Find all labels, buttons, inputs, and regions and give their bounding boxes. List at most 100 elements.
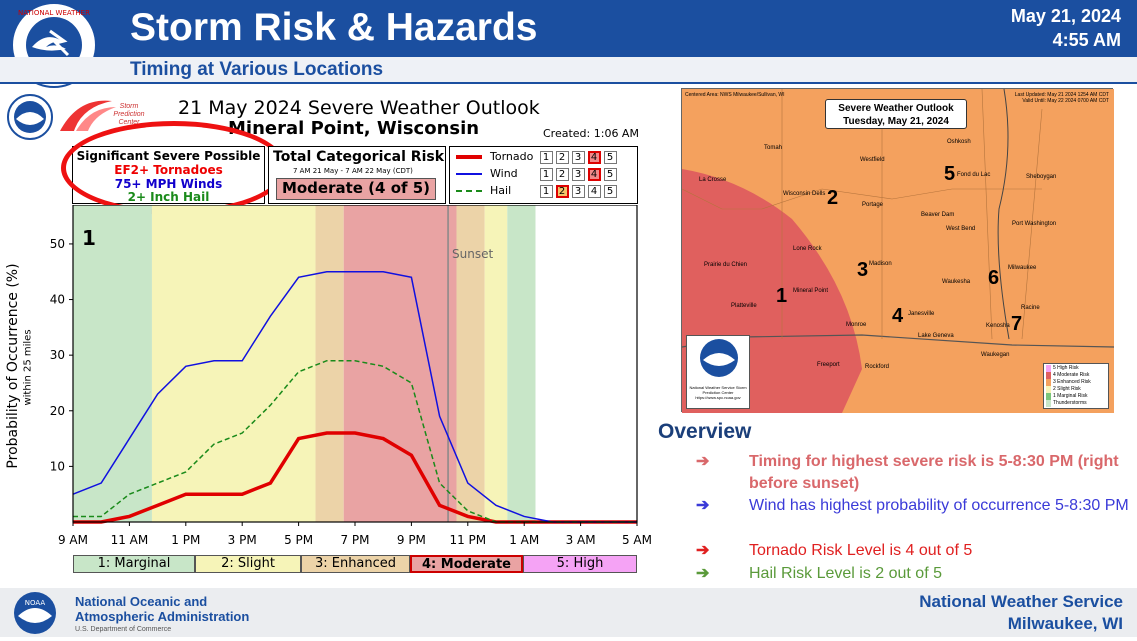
map-legend-moderate: 4 Moderate Risk [1046,372,1106,379]
map-updated: Last Updated: May 21 2024 1254 AM CDT [1014,92,1109,98]
legend-label: Wind [490,167,518,180]
arrow-icon: ➔ [696,453,710,470]
x-tick-label: 5 PM [284,533,313,547]
y-axis-sublabel-text: within 25 miles [22,329,34,406]
city-label: Waukegan [981,352,1010,358]
y-tick-label: 10 [50,459,65,473]
overview-item-wind: Wind has highest probability of occurren… [749,497,1129,514]
y-tick-label: 20 [50,404,65,418]
arrow-icon: ➔ [696,497,710,514]
risk-band [73,205,152,522]
level-box: 2 [555,168,569,181]
map-header-left: Centered Area: NWS Milwaukee/Sullivan, W… [685,92,785,98]
map-legend: 5 High Risk 4 Moderate Risk 3 Enhanced R… [1043,363,1109,409]
map-number-6: 6 [988,267,1000,289]
noaa-small-logo [6,93,54,141]
city-label: Sheboygan [1026,174,1057,180]
map-title-1: Severe Weather Outlook [838,103,954,114]
city-label: Racine [1021,305,1040,311]
cat-heading: Total Categorical Risk [273,149,445,165]
category-slight: 2: Slight [195,555,301,573]
level-box: 1 [539,151,553,164]
map-legend-marginal: 1 Marginal Risk [1046,393,1106,400]
chart-title: 21 May 2024 Severe Weather Outlook [178,97,540,119]
map-number-7: 7 [1011,313,1023,335]
legend-swatch-wind [456,173,482,175]
risk-band [151,205,316,522]
overview-item-tornado: Tornado Risk Level is 4 out of 5 [749,542,973,559]
x-tick-label: 11 PM [449,533,486,547]
spc-logo: Storm Prediction Center [58,97,148,137]
level-box: 3 [571,151,585,164]
map-title-2: Tuesday, May 21, 2024 [843,116,949,127]
city-label: Freeport [817,362,840,368]
city-label: La Crosse [699,177,727,183]
footer-nws: National Weather Service [919,592,1123,611]
city-label: West Bend [946,226,976,232]
svg-text:NOAA: NOAA [25,599,46,607]
city-label: Milwaukee [1008,265,1037,271]
risk-band [484,205,508,522]
x-tick-label: 3 PM [228,533,257,547]
overview-item-timing: Timing for highest severe risk is 5-8:30… [749,453,1119,492]
city-label: Kenosha [986,323,1010,329]
city-label: Janesville [908,311,935,317]
svg-text:NATIONAL WEATHER: NATIONAL WEATHER [18,9,90,17]
x-tick-label: 1 AM [509,533,539,547]
city-label: Rockford [865,364,890,370]
y-axis-sublabel: within 25 miles [23,308,34,428]
risk-band [315,205,344,522]
level-box: 5 [603,151,617,164]
city-label: Platteville [731,303,757,309]
level-box-selected: 2 [555,185,569,198]
y-tick-label: 30 [50,348,65,362]
city-label: Mineral Point [793,288,829,294]
y-tick-label: 40 [50,293,65,307]
level-box: 4 [587,185,601,198]
city-label: Beaver Dam [921,212,955,218]
city-label: Oshkosh [947,139,971,145]
legend-label: Tornado [490,150,534,163]
overview-item-hail: Hail Risk Level is 2 out of 5 [749,565,942,582]
city-label: Waukesha [942,279,971,285]
y-tick-label: 50 [50,237,65,251]
legend-swatch-hail [456,190,482,192]
footer-org-line1: National Oceanic and [75,594,208,609]
series-line-wind [72,270,637,523]
level-box: 5 [603,168,617,181]
city-label: Madison [869,261,892,267]
x-tick-label: 1 PM [171,533,200,547]
map-number-3: 3 [857,259,869,281]
map-number-4: 4 [892,305,904,327]
level-box: 1 [539,168,553,181]
sunset-label: Sunset [452,247,493,261]
map-number-5: 5 [944,163,956,185]
city-label: Westfield [860,157,885,163]
cat-period: 7 AM 21 May - 7 AM 22 May (CDT) [293,167,413,175]
level-box: 2 [555,151,569,164]
outlook-map: Centered Area: NWS Milwaukee/Sullivan, W… [681,88,1114,413]
map-nws-label: National Weather Service Storm Predictio… [689,385,747,395]
x-tick-label: 3 AM [566,533,596,547]
header-time: 4:55 AM [1052,30,1121,50]
arrow-icon: ➔ [696,565,710,582]
map-number-2: 2 [827,187,839,209]
overview-title: Overview [658,420,752,443]
x-tick-label: 9 AM [58,533,88,547]
city-label: Lake Geneva [918,333,954,339]
header-datetime: May 21, 2024 4:55 AM [1011,4,1121,52]
category-marginal: 1: Marginal [73,555,195,573]
map-nws-url: https://www.spc.noaa.gov [695,395,741,400]
x-tick-label: 7 PM [340,533,369,547]
map-legend-enhanced: 3 Enhanced Risk [1046,379,1106,386]
city-label: Fond du Lac [957,172,991,178]
city-label: Port Washington [1012,221,1057,227]
risk-band [343,205,457,522]
map-legend-tstm: Thunderstorms [1046,400,1106,407]
y-axis-label: Probability of Occurrence (%) [5,261,21,471]
category-moderate: 4: Moderate [410,555,523,573]
